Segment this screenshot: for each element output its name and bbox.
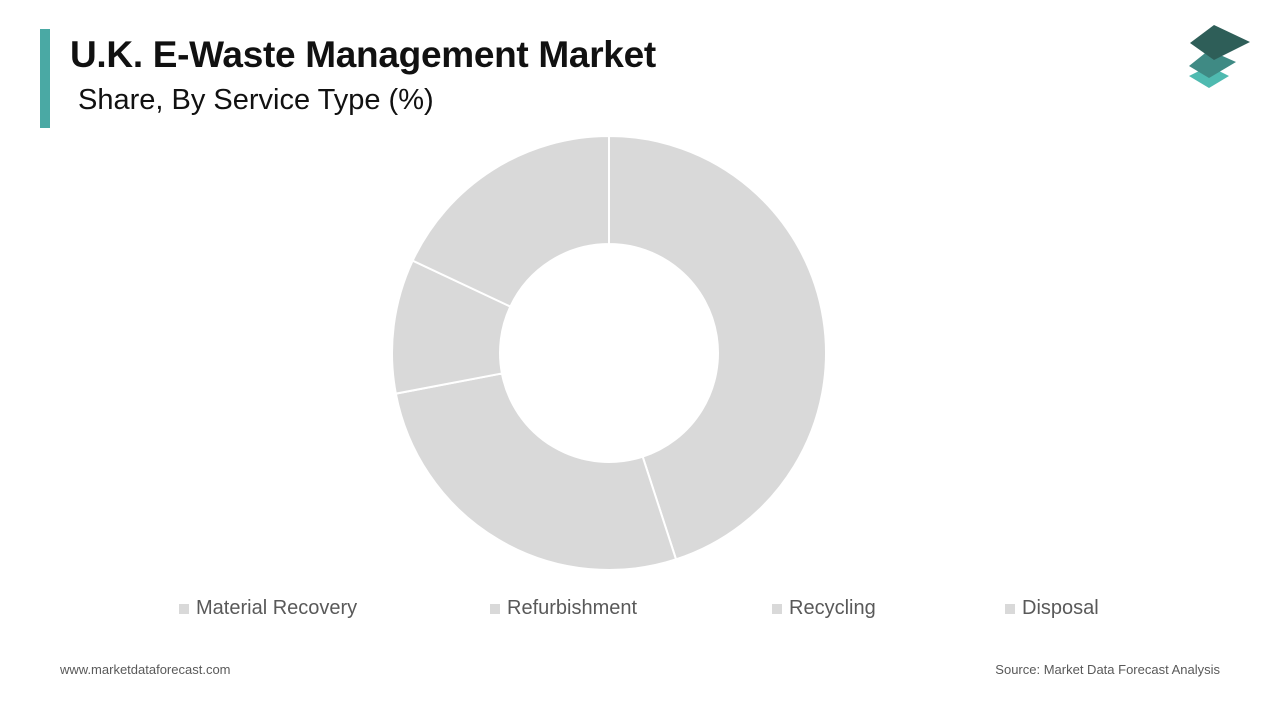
slice-material-recovery bbox=[608, 134, 827, 561]
title-accent-bar bbox=[40, 29, 50, 128]
slice-disposal bbox=[411, 134, 610, 308]
legend-label: Recycling bbox=[789, 597, 876, 619]
legend-swatch bbox=[772, 603, 782, 614]
legend-swatch bbox=[179, 603, 189, 614]
stacked-layers-icon bbox=[1189, 25, 1250, 88]
legend-swatch bbox=[490, 603, 500, 614]
footer-website: www.marketdataforecast.com bbox=[60, 662, 231, 677]
legend-label: Refurbishment bbox=[507, 597, 638, 619]
chart-legend: Material Recovery Refurbishment Recycling D… bbox=[0, 597, 1280, 621]
legend-item-material-recovery: Material Recovery bbox=[179, 597, 357, 620]
page-title: U.K. E-Waste Management Market bbox=[70, 34, 656, 75]
logo-layer-top bbox=[1190, 25, 1250, 60]
legend-item-disposal: Disposal bbox=[1005, 597, 1099, 620]
legend-swatch bbox=[1005, 603, 1015, 614]
slice-refurbishment bbox=[394, 372, 678, 571]
page-subtitle: Share, By Service Type (%) bbox=[78, 84, 434, 116]
legend-item-refurbishment: Refurbishment bbox=[490, 597, 637, 620]
logo-layer-middle bbox=[1189, 50, 1236, 78]
legend-item-recycling: Recycling bbox=[772, 597, 876, 620]
legend-label: Material Recovery bbox=[196, 597, 358, 619]
legend-label: Disposal bbox=[1022, 597, 1099, 619]
footer-source: Source: Market Data Forecast Analysis bbox=[995, 662, 1220, 677]
